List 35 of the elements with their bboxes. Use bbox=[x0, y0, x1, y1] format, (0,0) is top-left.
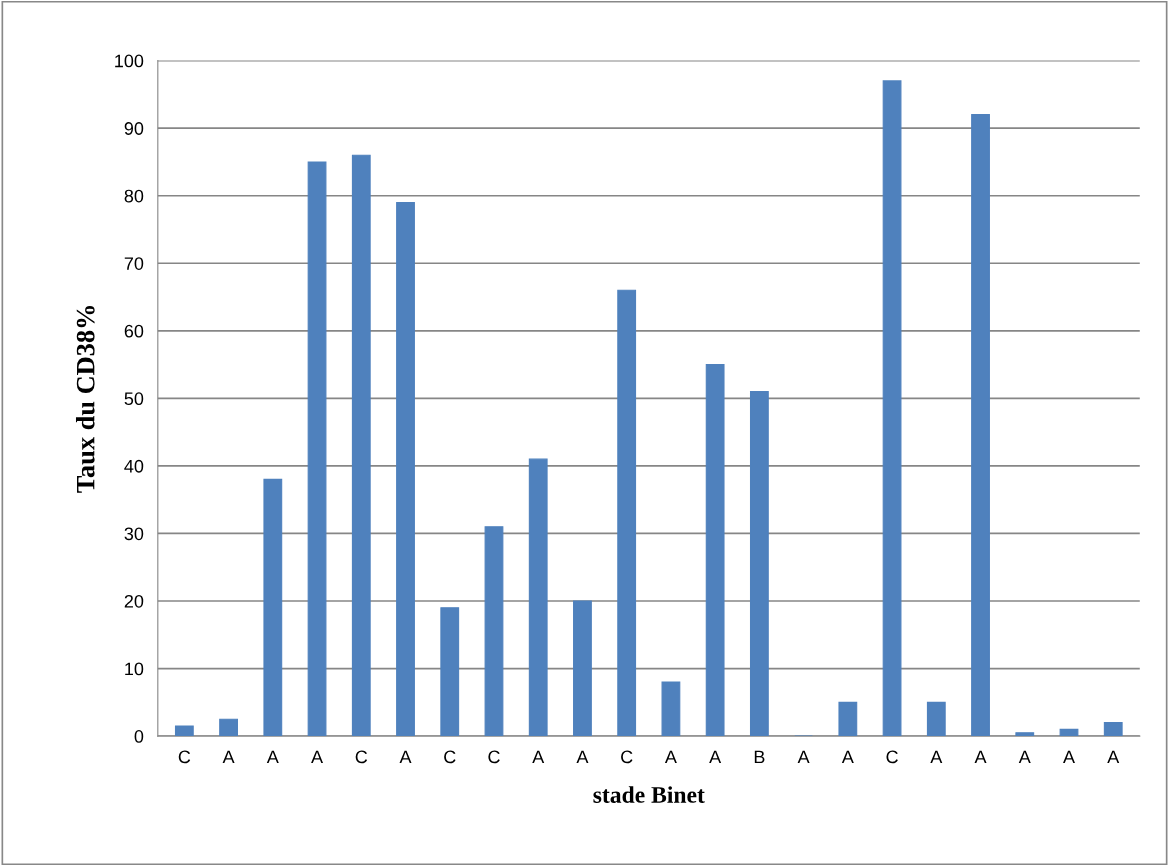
y-tick-label: 20 bbox=[124, 594, 144, 608]
y-tick-label: 90 bbox=[124, 122, 144, 135]
y-tick-label: 40 bbox=[124, 459, 144, 473]
x-tick-label: C bbox=[886, 750, 898, 764]
y-tick-label: 80 bbox=[124, 189, 144, 203]
x-tick-label: A bbox=[1107, 750, 1120, 764]
x-tick-label: A bbox=[664, 750, 677, 764]
x-tick-label: C bbox=[355, 750, 368, 764]
x-axis-title: stade Binet bbox=[593, 786, 705, 803]
x-tick-label: A bbox=[797, 750, 810, 764]
y-tick-label: 30 bbox=[124, 527, 144, 541]
y-tick-label: 60 bbox=[124, 324, 144, 338]
x-tick-label: A bbox=[930, 750, 943, 764]
x-tick-label: A bbox=[576, 750, 589, 764]
x-tick-label: C bbox=[488, 750, 500, 764]
x-tick-label: B bbox=[754, 750, 765, 764]
x-tick-label: A bbox=[532, 750, 545, 764]
x-tick-label: A bbox=[222, 750, 235, 764]
x-tick-label: C bbox=[178, 750, 191, 764]
y-tick-label: 50 bbox=[124, 392, 144, 406]
x-tick-label: A bbox=[1018, 750, 1031, 764]
y-tick-label: 10 bbox=[125, 662, 144, 676]
y-axis-title: Taux du CD38% bbox=[75, 305, 95, 493]
x-tick-label: C bbox=[621, 750, 633, 764]
y-tick-label: 100 bbox=[115, 54, 144, 68]
y-tick-label: 70 bbox=[124, 257, 144, 270]
x-tick-label: A bbox=[266, 750, 279, 764]
x-tick-label: A bbox=[841, 750, 854, 764]
y-tick-label: 0 bbox=[134, 730, 144, 743]
x-tick-label: A bbox=[974, 750, 987, 764]
x-tick-label: A bbox=[1063, 750, 1075, 764]
x-tick-label: A bbox=[311, 750, 324, 764]
x-tick-label: A bbox=[399, 750, 412, 764]
x-tick-label: C bbox=[444, 750, 456, 764]
x-tick-label: A bbox=[709, 750, 722, 764]
